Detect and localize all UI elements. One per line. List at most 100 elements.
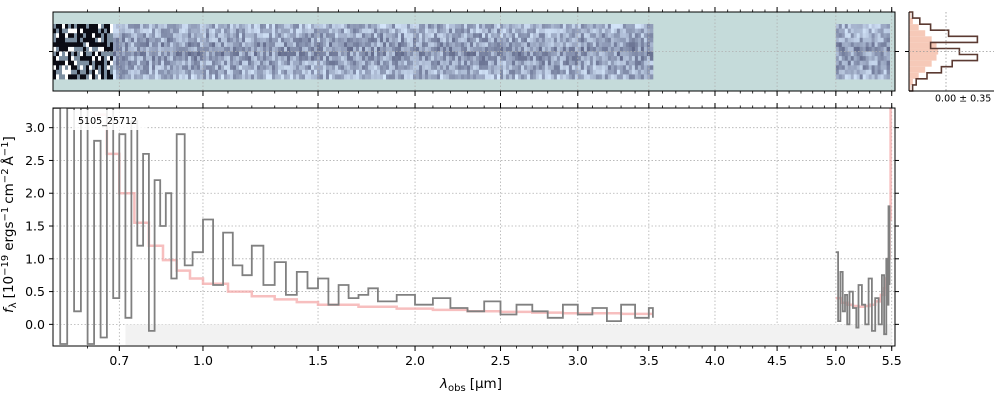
spectrum-2d-pixel xyxy=(353,56,357,62)
spectrum-2d-pixel xyxy=(473,51,477,57)
spectrum-2d-pixel xyxy=(853,37,858,43)
spectrum-2d-pixel xyxy=(83,60,87,66)
spectrum-2d-pixel xyxy=(434,56,438,62)
spectrum-2d-pixel xyxy=(230,42,234,48)
spectrum-2d-pixel xyxy=(467,74,471,80)
spectrum-2d-pixel xyxy=(293,69,297,75)
spectrum-2d-pixel xyxy=(488,74,492,80)
spectrum-2d-pixel xyxy=(92,69,96,75)
spectrum-2d-pixel xyxy=(518,28,522,34)
spectrum-2d-pixel xyxy=(143,51,147,57)
spectrum-2d-pixel xyxy=(320,37,324,43)
spectrum-2d-pixel xyxy=(173,33,177,39)
spectrum-2d-pixel xyxy=(503,56,507,62)
spectrum-2d-pixel xyxy=(865,65,870,71)
spectrum-2d-pixel xyxy=(598,46,603,52)
spectrum-2d-pixel xyxy=(191,28,195,34)
spectrum-2d-pixel xyxy=(347,28,351,34)
spectrum-2d-pixel xyxy=(446,28,450,34)
spectrum-2d-pixel xyxy=(434,69,438,75)
spectrum-2d-pixel xyxy=(281,74,285,80)
spectrum-2d-pixel xyxy=(98,28,102,34)
spectrum-2d-pixel xyxy=(850,69,855,75)
spectrum-2d-pixel xyxy=(646,60,651,66)
spectrum-2d-pixel xyxy=(83,46,87,52)
spectrum-2d-pixel xyxy=(353,37,357,43)
spectrum-2d-pixel xyxy=(556,37,561,43)
spectrum-2d-pixel xyxy=(586,28,591,34)
spectrum-2d-pixel xyxy=(389,24,393,29)
spectrum-2d-pixel xyxy=(419,28,423,34)
spectrum-2d-pixel xyxy=(152,74,156,80)
spectrum-2d-pixel xyxy=(53,56,57,62)
spectrum-2d-pixel xyxy=(380,56,384,62)
spectrum-2d-pixel xyxy=(440,74,444,80)
spectrum-2d-pixel xyxy=(80,33,84,39)
spectrum-2d-pixel xyxy=(455,28,459,34)
spectrum-2d-pixel xyxy=(583,24,588,29)
spectrum-2d-pixel xyxy=(371,51,375,57)
spectrum-2d-pixel xyxy=(422,28,426,34)
spectrum-2d-pixel xyxy=(386,51,390,57)
spectrum-2d-pixel xyxy=(80,24,84,29)
spectrum-2d-pixel xyxy=(284,51,288,57)
spectrum-2d-pixel xyxy=(640,24,645,29)
spectrum-2d-pixel xyxy=(410,51,414,57)
spectrum-2d-pixel xyxy=(628,69,633,75)
spectrum-2d-pixel xyxy=(527,74,531,80)
spectrum-2d-pixel xyxy=(320,33,324,39)
spectrum-2d-pixel xyxy=(491,74,495,80)
spectrum-2d-pixel xyxy=(530,42,534,48)
spectrum-2d-pixel xyxy=(398,69,402,75)
spectrum-2d-pixel xyxy=(649,42,654,48)
spectrum-2d-pixel xyxy=(263,51,267,57)
spectrum-2d-pixel xyxy=(574,33,579,39)
spectrum-2d-pixel xyxy=(200,42,204,48)
spectrum-2d-pixel xyxy=(506,74,510,80)
spectrum-2d-pixel xyxy=(356,51,360,57)
spectrum-2d-pixel xyxy=(71,65,75,71)
y-axis-title-unit: [10 xyxy=(1,276,17,298)
spectrum-2d-pixel xyxy=(622,37,627,43)
spectrum-2d-pixel xyxy=(86,69,90,75)
spectrum-2d-pixel xyxy=(317,46,321,52)
spectrum-2d-pixel xyxy=(104,56,108,62)
panel-1d-spectrum: 0.00.51.01.52.02.53.0 0.7 1.0 1.5 2.0 2.5 3.0… xyxy=(0,103,902,394)
spectrum-2d-pixel xyxy=(266,60,270,66)
spectrum-2d-pixel xyxy=(568,24,573,29)
spectrum-2d-pixel xyxy=(260,42,264,48)
spectrum-2d-pixel xyxy=(311,69,315,75)
spectrum-2d-pixel xyxy=(547,51,552,57)
spectrum-2d-pixel xyxy=(607,37,612,43)
spectrum-2d-pixel xyxy=(422,74,426,80)
spectrum-2d-pixel xyxy=(371,42,375,48)
spectrum-2d-pixel xyxy=(305,51,309,57)
spectrum-2d-pixel xyxy=(628,74,633,80)
spectrum-2d-pixel xyxy=(580,69,585,75)
spectrum-2d-pixel xyxy=(547,37,552,43)
spectrum-2d-pixel xyxy=(272,37,276,43)
spectrum-2d-pixel xyxy=(485,37,489,43)
spectrum-2d-pixel xyxy=(116,69,120,75)
spectrum-2d-pixel xyxy=(604,60,609,66)
spectrum-2d-pixel xyxy=(245,46,249,52)
y-axis-title-exponent: −19 xyxy=(0,255,11,276)
spectrum-2d-pixel xyxy=(634,56,639,62)
histogram-annotation: 0.00 ± 0.35 xyxy=(935,94,991,105)
spectrum-2d-pixel xyxy=(269,60,273,66)
spectrum-2d-pixel xyxy=(290,42,294,48)
spectrum-2d-pixel xyxy=(116,74,120,80)
spectrum-2d-pixel xyxy=(56,46,60,52)
spectrum-2d-pixel xyxy=(535,51,540,57)
spectrum-2d-pixel xyxy=(194,65,198,71)
spectrum-2d-pixel xyxy=(533,42,537,48)
spectrum-2d-pixel xyxy=(134,60,138,66)
spectrum-2d-pixel xyxy=(883,51,887,57)
spectrum-2d-pixel xyxy=(616,42,621,48)
spectrum-2d-pixel xyxy=(179,65,183,71)
spectrum-2d-pixel xyxy=(835,28,840,34)
spectrum-2d-pixel xyxy=(452,69,456,75)
spectrum-2d-pixel xyxy=(266,46,270,52)
spectrum-2d-pixel xyxy=(565,69,570,75)
spectrum-2d-pixel xyxy=(395,56,399,62)
